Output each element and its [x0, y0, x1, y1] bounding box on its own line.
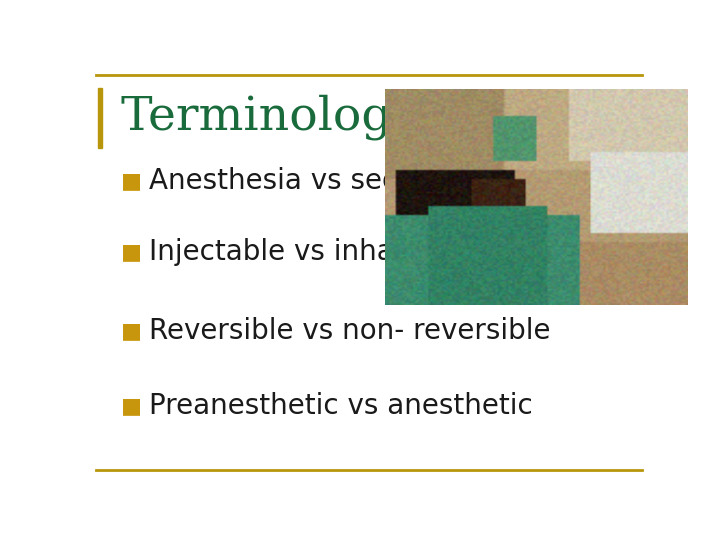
Bar [99, 87, 102, 148]
Text: ■: ■ [121, 171, 142, 191]
Text: ■: ■ [121, 396, 142, 416]
Text: Terminology:: Terminology: [121, 94, 435, 140]
Text: Preanesthetic vs anesthetic: Preanesthetic vs anesthetic [148, 392, 532, 420]
Text: Injectable vs inhalant: Injectable vs inhalant [148, 238, 446, 266]
Text: Reversible vs non- reversible: Reversible vs non- reversible [148, 317, 550, 345]
Text: Anesthesia vs sedation: Anesthesia vs sedation [148, 167, 469, 195]
Text: ■: ■ [121, 321, 142, 341]
Text: ■: ■ [121, 242, 142, 262]
